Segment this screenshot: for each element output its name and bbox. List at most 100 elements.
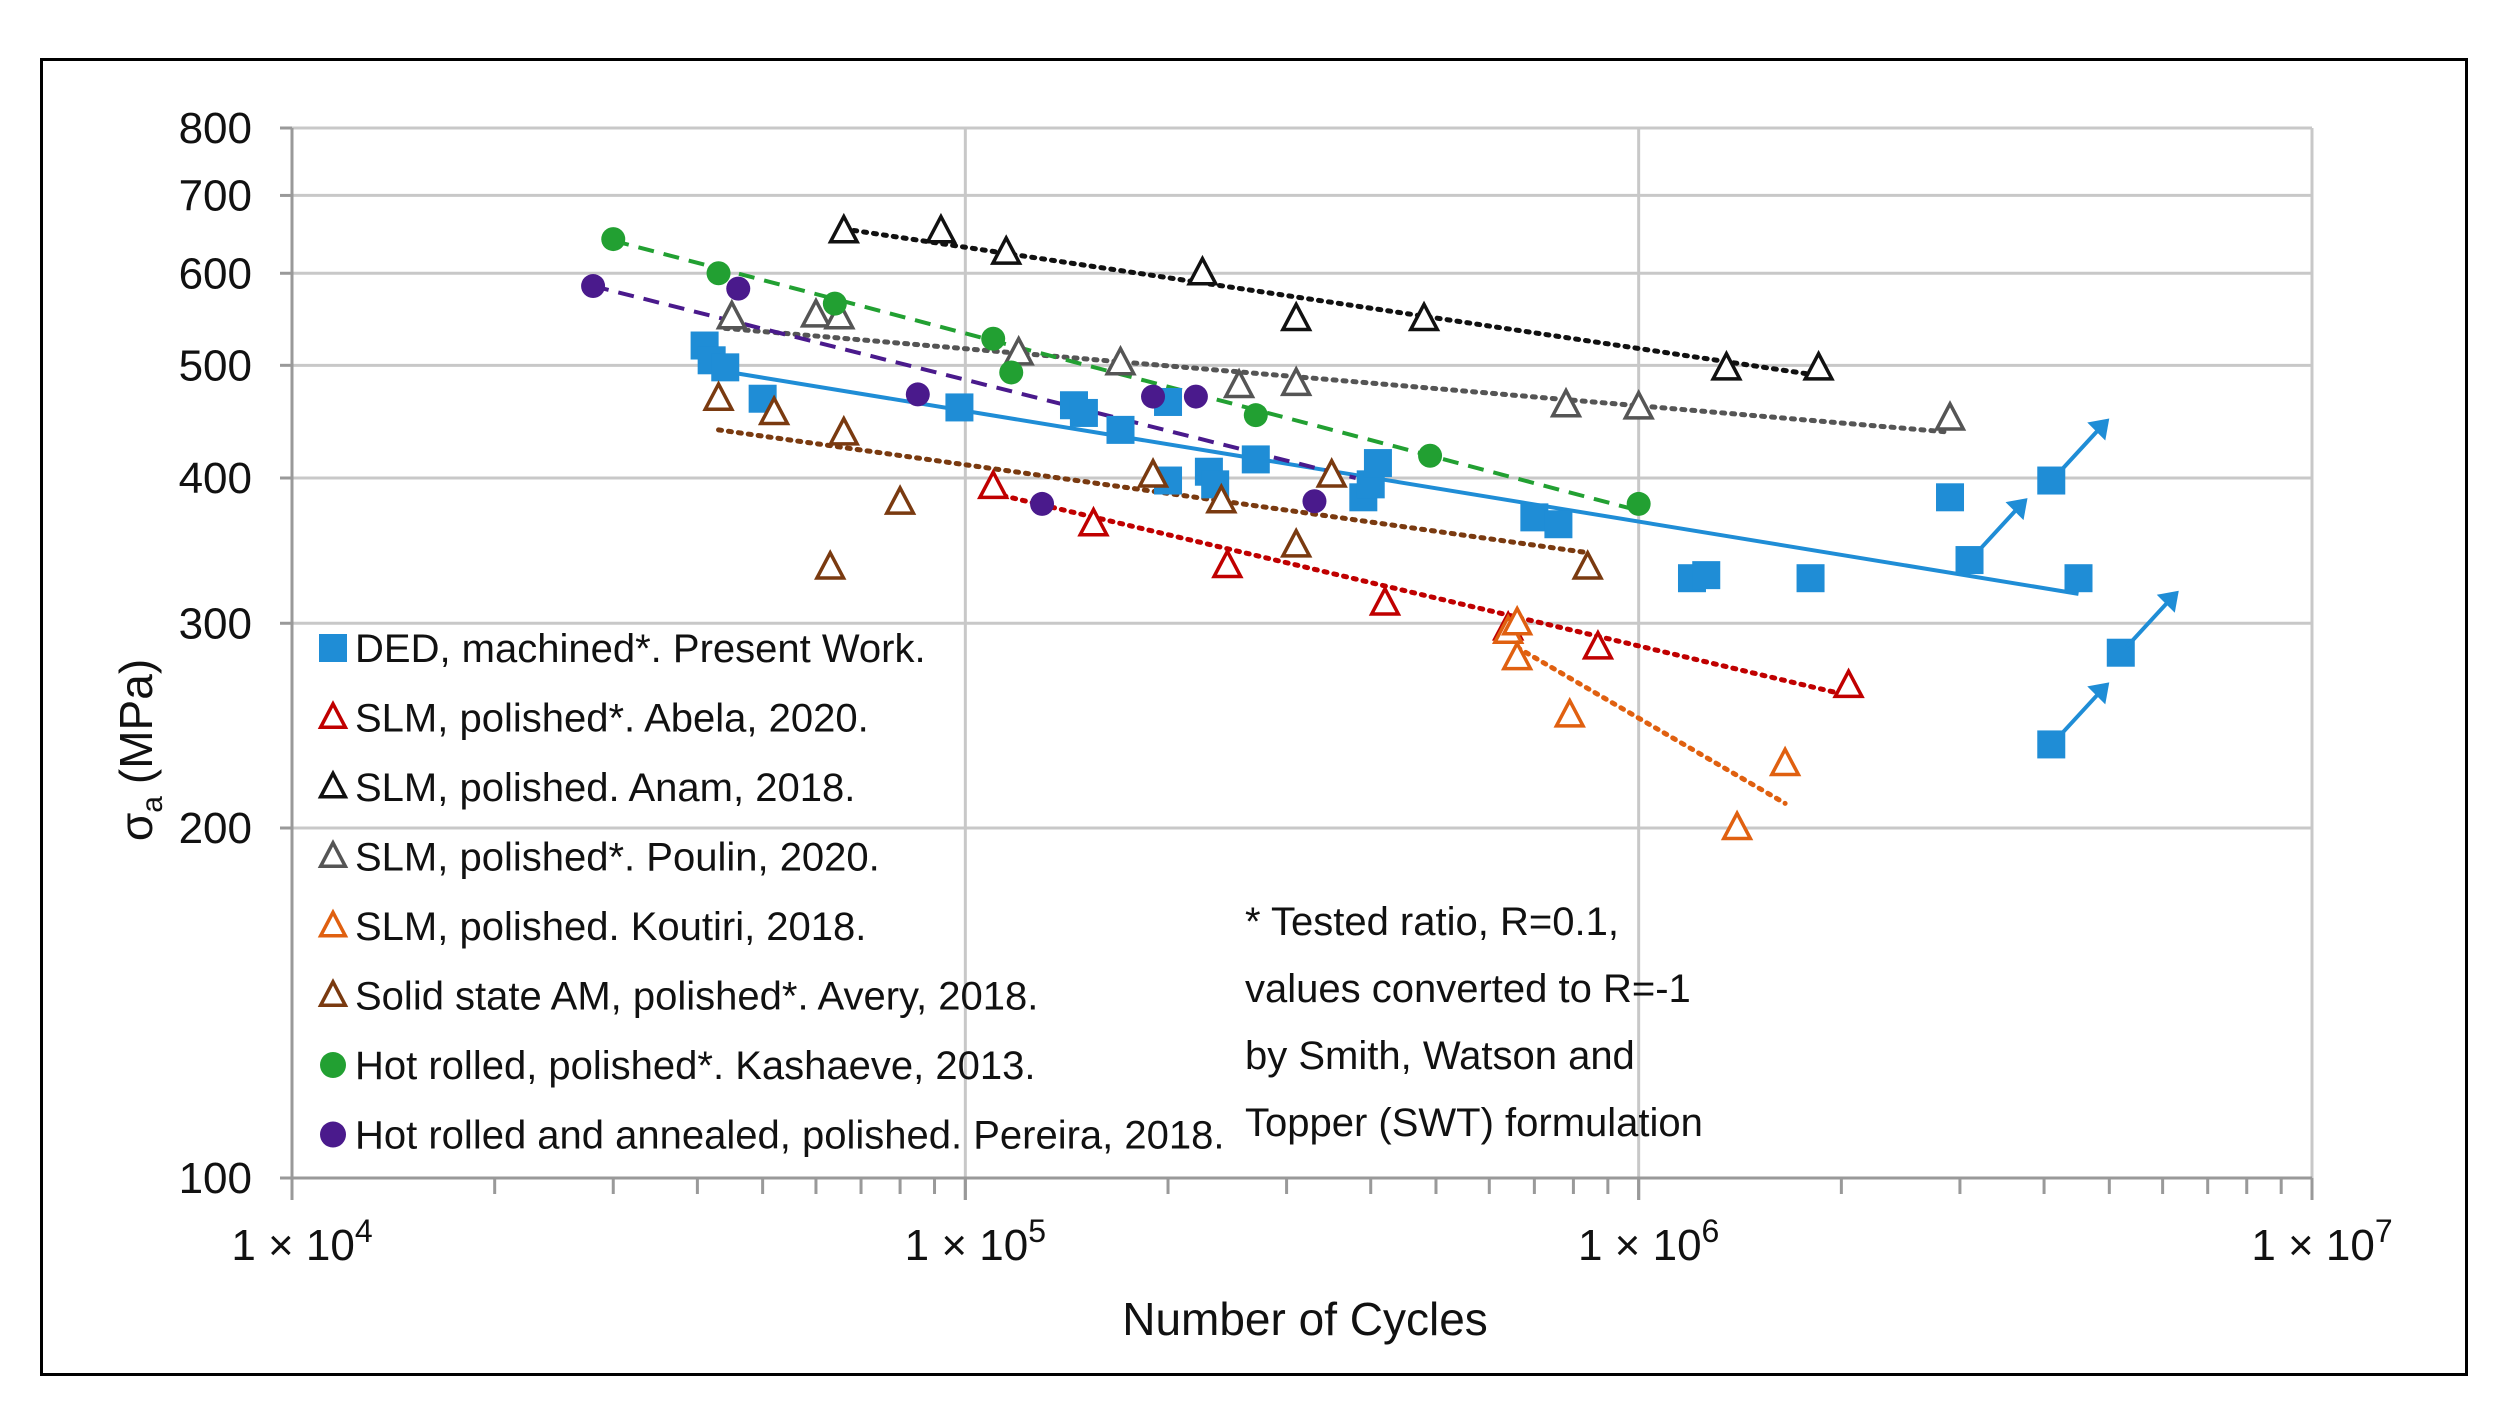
data-point (601, 227, 626, 252)
note-line: Topper (SWT) formulation (1245, 1101, 1703, 1145)
y-tick-label: 300 (179, 599, 252, 648)
data-point (1186, 254, 1219, 286)
data-point (1407, 300, 1441, 332)
data-point (1106, 415, 1135, 444)
data-point (1141, 384, 1166, 409)
trend-line (1514, 644, 1788, 806)
x-tick-labels: 1 × 104 1 × 105 1 × 106 1 × 107 (231, 1213, 2392, 1270)
data-point (702, 380, 735, 411)
trend-line (612, 238, 1640, 513)
data-point (1500, 604, 1534, 636)
y-axis-label: σa (MPa) (110, 659, 169, 841)
legend-marker (317, 839, 349, 868)
data-point (1279, 365, 1313, 397)
runout-arrow (2055, 423, 2105, 476)
data-point (945, 393, 974, 422)
data-point (706, 261, 731, 286)
legend-label: SLM, polished. Koutiri, 2018. (355, 905, 866, 949)
x-tick-label: 1 × 106 (1578, 1213, 1719, 1270)
y-tick-label: 800 (179, 104, 252, 153)
data-point (1279, 300, 1313, 332)
data-point (1626, 491, 1651, 516)
note-line: values converted to R=-1 (1245, 967, 1691, 1011)
data-point (814, 549, 847, 580)
legend-item: SLM, polished*. Poulin, 2020. (317, 836, 880, 880)
runout-arrow (2125, 595, 2175, 649)
data-point (1549, 386, 1583, 418)
legend-marker (317, 700, 349, 729)
data-point (1302, 489, 1327, 514)
legend-item: DED, machined*. Present Work. (319, 627, 926, 671)
data-point (1211, 547, 1244, 579)
x-tick-label: 1 × 107 (2251, 1213, 2392, 1270)
data-point (1069, 398, 1098, 427)
legend-label: Hot rolled and annealed, polished. Perei… (355, 1114, 1225, 1158)
data-point (1581, 628, 1615, 660)
data-point (1368, 585, 1402, 616)
y-tick-labels: 100 200 300 400 500 600 700 800 (179, 104, 252, 1203)
runout-arrowhead (2156, 590, 2179, 613)
trend-line (841, 226, 1822, 379)
data-point (1136, 457, 1170, 488)
data-point (1279, 526, 1313, 558)
data-point (981, 326, 1006, 351)
legend-label: SLM, polished*. Poulin, 2020. (355, 836, 880, 880)
data-point (1205, 482, 1238, 514)
legend-item: Hot rolled, polished*. Kashaeve, 2013. (320, 1044, 1035, 1088)
data-point (822, 291, 847, 316)
data-point (1363, 449, 1392, 478)
legend-label: Solid state AM, polished*. Avery, 2018. (355, 975, 1038, 1019)
trend-line (718, 368, 2079, 596)
legend-label: SLM, polished. Anam, 2018. (355, 766, 855, 810)
y-tick-label: 100 (179, 1154, 252, 1203)
y-label-unit: (MPa) (110, 659, 162, 784)
data-point (1832, 667, 1865, 699)
data-point (799, 296, 833, 328)
legend-item: Hot rolled and annealed, polished. Perei… (320, 1114, 1225, 1158)
data-point (883, 484, 917, 515)
legend-item: Solid state AM, polished*. Avery, 2018. (317, 975, 1038, 1019)
data-point (1077, 505, 1110, 537)
y-tick-label: 600 (179, 249, 252, 298)
y-tick-label: 400 (179, 454, 252, 503)
data-point (827, 212, 861, 244)
legend-marker (320, 1121, 346, 1148)
legend-marker (320, 1052, 346, 1078)
y-label-sub: a (136, 796, 169, 813)
legend: DED, machined*. Present Work. SLM, polish… (317, 627, 1225, 1158)
data-point (1720, 809, 1754, 841)
trend-line (592, 284, 1357, 480)
legend-item: SLM, polished. Anam, 2018. (317, 766, 855, 810)
data-point (1315, 457, 1348, 488)
legend-marker (317, 769, 349, 799)
data-point (726, 276, 751, 301)
y-tick-label: 500 (179, 341, 252, 390)
legend-marker (317, 978, 349, 1007)
data-point (1418, 443, 1443, 468)
data-point (1571, 549, 1604, 580)
x-tick-label: 1 × 104 (231, 1213, 372, 1270)
figure-frame (40, 58, 2468, 1376)
runout-arrow (2055, 687, 2105, 740)
runout-arrows (1974, 418, 2179, 740)
data-point (1104, 344, 1137, 376)
legend-item: SLM, polished. Koutiri, 2018. (317, 905, 866, 949)
legend-label: DED, machined*. Present Work. (355, 627, 926, 671)
runout-arrow (1974, 502, 2023, 556)
data-point (1544, 510, 1573, 539)
data-point (581, 274, 606, 299)
data-point (905, 382, 930, 407)
data-point (1520, 503, 1549, 532)
runout-arrowhead (2005, 498, 2028, 521)
data-point (711, 353, 740, 382)
legend-label: SLM, polished*. Abela, 2020. (355, 697, 869, 741)
data-point (1183, 384, 1208, 409)
data-point (990, 234, 1023, 265)
data-point (1500, 639, 1534, 671)
data-point (1222, 367, 1256, 399)
data-points (581, 212, 2135, 841)
legend-marker (317, 908, 349, 938)
y-label-main: σ (110, 813, 162, 841)
x-tick-label: 1 × 105 (905, 1213, 1046, 1270)
legend-item: SLM, polished*. Abela, 2020. (317, 697, 869, 741)
